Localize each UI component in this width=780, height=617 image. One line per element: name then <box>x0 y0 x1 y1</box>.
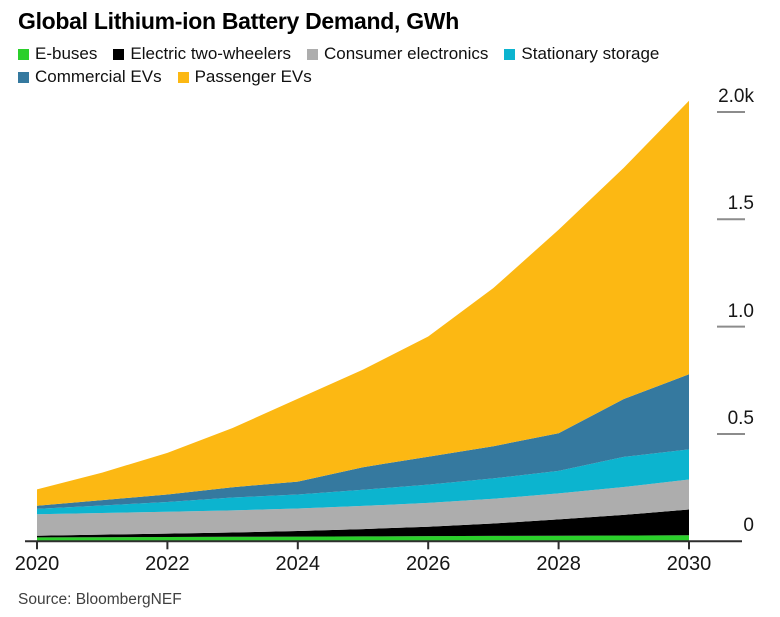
legend-item-label: Consumer electronics <box>323 44 489 63</box>
area-consumer-electronics <box>37 479 689 536</box>
source-text: Source: BloombergNEF <box>18 591 182 608</box>
legend-swatch-icon <box>113 48 125 60</box>
legend-item-label: Electric two-wheelers <box>130 44 291 63</box>
legend-item-e-buses: E-buses <box>18 44 97 64</box>
legend-item-label: Stationary storage <box>521 44 660 63</box>
area-electric-two-wheelers <box>37 509 689 538</box>
x-axis-label-2030: 2030 <box>666 553 712 575</box>
area-passenger-evs <box>37 100 689 506</box>
legend-item-stationary-storage: Stationary storage <box>504 44 659 64</box>
y-axis-label-1-0: 1.0 <box>727 300 754 322</box>
legend-swatch-icon <box>504 48 516 60</box>
legend-swatch-icon <box>18 48 29 60</box>
x-axis-label-2028: 2028 <box>536 553 581 575</box>
x-axis-label-2026: 2026 <box>405 553 451 575</box>
legend-item-consumer-electronics: Consumer electronics <box>306 44 489 64</box>
legend-swatch-icon <box>18 71 29 83</box>
legend-item-label: Passenger EVs <box>194 67 312 86</box>
legend-item-passenger-evs: Passenger EVs <box>177 67 312 87</box>
y-axis-label-1-5: 1.5 <box>727 193 754 215</box>
legend-swatch-icon <box>306 48 318 60</box>
chart-title: Global Lithium-ion Battery Demand, GWh <box>18 8 459 34</box>
legend: E-buses Electric two-wheelers Consumer ele… <box>18 43 659 88</box>
x-axis-label-2022: 2022 <box>145 553 190 575</box>
x-axis-label-2020: 2020 <box>14 553 60 575</box>
legend-item-label: E-buses <box>35 44 98 63</box>
legend-item-label: Commercial EVs <box>35 67 162 86</box>
legend-swatch-icon <box>177 71 189 83</box>
x-axis-label-2024: 2024 <box>275 553 321 575</box>
area-e-buses <box>37 535 689 542</box>
legend-item-commercial-evs: Commercial EVs <box>18 67 162 87</box>
y-axis-label-2-0k: 2.0k <box>718 86 754 107</box>
legend-row-1: E-buses Electric two-wheelers Consumer ele… <box>18 43 659 65</box>
area-commercial-evs <box>37 374 689 509</box>
area-stationary-storage <box>37 449 689 515</box>
legend-row-2: Commercial EVs Passenger EVs <box>18 66 659 88</box>
y-axis-label-0: 0 <box>743 515 754 537</box>
legend-item-electric-two-wheelers: Electric two-wheelers <box>113 44 291 64</box>
y-axis-label-0-5: 0.5 <box>727 407 754 429</box>
